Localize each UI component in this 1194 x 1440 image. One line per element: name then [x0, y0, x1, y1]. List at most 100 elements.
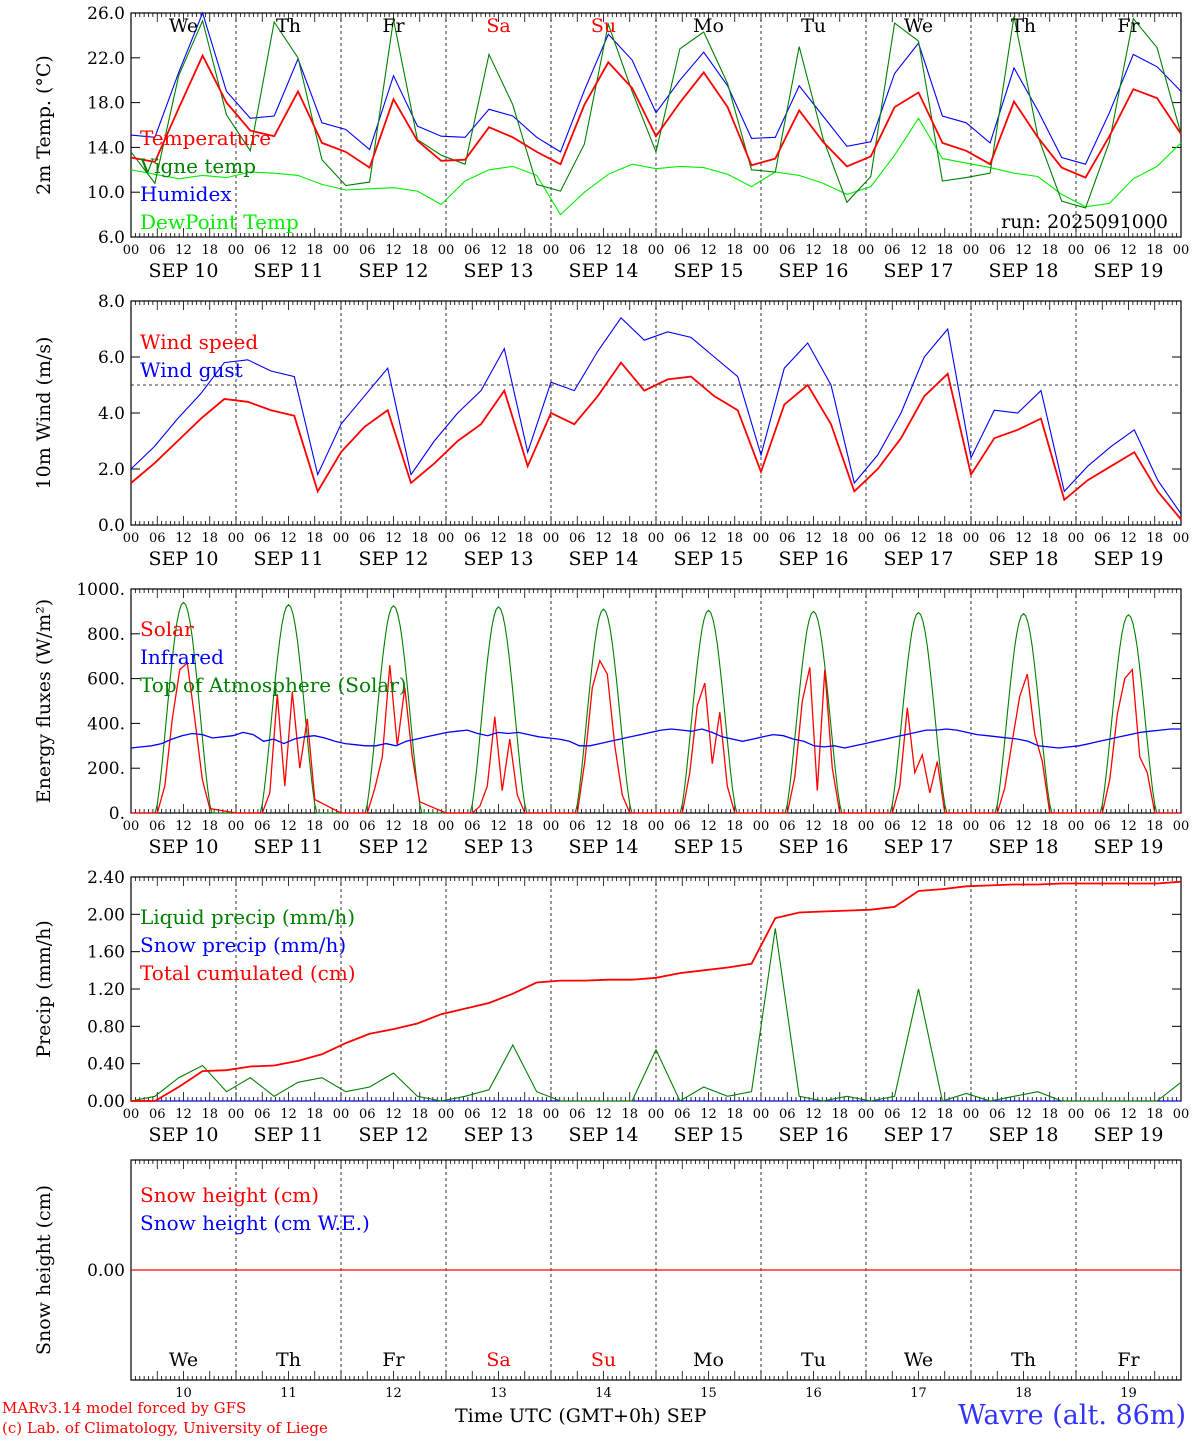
y-tick-label: 400. — [87, 714, 125, 734]
day-number: 17 — [910, 1386, 927, 1401]
hour-tick-label: 12 — [1120, 1107, 1137, 1122]
day-label: SEP 14 — [569, 260, 639, 282]
hour-tick-label: 12 — [385, 1107, 402, 1122]
hour-tick-label: 12 — [175, 819, 192, 834]
legend-entry: Snow precip (mm/h) — [140, 933, 346, 957]
day-number: 12 — [385, 1386, 402, 1401]
panel-2 — [130, 300, 1182, 526]
hour-tick-label: 18 — [411, 1107, 428, 1122]
hour-tick-label: 18 — [201, 819, 218, 834]
hour-tick-label: 12 — [595, 243, 612, 258]
hour-tick-label: 06 — [569, 1107, 586, 1122]
hour-tick-label: 18 — [1041, 243, 1058, 258]
hour-tick-label: 06 — [989, 243, 1006, 258]
hour-tick-label: 18 — [726, 243, 743, 258]
day-label: SEP 12 — [359, 548, 429, 570]
hour-tick-label: 18 — [621, 819, 638, 834]
legend-entry: Temperature — [140, 126, 271, 150]
hour-tick-label: 18 — [306, 531, 323, 546]
x-axis-title: Time UTC (GMT+0h) SEP — [455, 1405, 707, 1427]
y-tick-label: 2.40 — [87, 868, 125, 888]
day-label: SEP 16 — [779, 1124, 849, 1146]
hour-tick-label: 18 — [1146, 819, 1163, 834]
hour-tick-label: 06 — [569, 531, 586, 546]
y-axis-label: Snow height (cm) — [33, 1185, 55, 1355]
day-label: SEP 16 — [779, 548, 849, 570]
hour-tick-label: 06 — [779, 243, 796, 258]
hour-tick-label: 06 — [674, 531, 691, 546]
hour-tick-label: 18 — [1041, 531, 1058, 546]
y-tick-label: 26.0 — [87, 4, 125, 24]
day-label: SEP 15 — [674, 836, 744, 858]
weekday-label: Sa — [486, 15, 510, 37]
hour-tick-label: 00 — [333, 243, 350, 258]
hour-tick-label: 18 — [306, 1107, 323, 1122]
day-label: SEP 17 — [884, 836, 954, 858]
hour-tick-label: 06 — [149, 1107, 166, 1122]
series-wind-speed — [130, 361, 1182, 520]
hour-tick-label: 12 — [490, 531, 507, 546]
series-solar — [131, 659, 1181, 814]
hour-tick-label: 12 — [805, 531, 822, 546]
day-label: SEP 18 — [989, 548, 1059, 570]
legend-entry: Wind speed — [140, 330, 258, 354]
legend-entry: DewPoint Temp — [140, 210, 299, 234]
series-liquid-precip-mm-h — [130, 928, 1182, 1102]
weekday-label: Th — [1011, 15, 1036, 37]
hour-tick-label: 18 — [1041, 1107, 1058, 1122]
y-tick-label: 2.0 — [98, 460, 125, 480]
day-label: SEP 13 — [464, 1124, 534, 1146]
y-tick-label: 0.40 — [87, 1055, 125, 1075]
hour-tick-label: 00 — [1173, 531, 1190, 546]
day-label: SEP 19 — [1094, 836, 1164, 858]
hour-tick-label: 00 — [858, 1107, 875, 1122]
day-number: 10 — [175, 1386, 192, 1401]
hour-tick-label: 06 — [359, 531, 376, 546]
hour-tick-label: 00 — [1068, 243, 1085, 258]
y-axis-label: Energy fluxes (W/m²) — [33, 599, 55, 803]
day-number: 18 — [1015, 1386, 1032, 1401]
hour-tick-label: 12 — [595, 1107, 612, 1122]
y-tick-label: 0.00 — [87, 1092, 125, 1112]
hour-tick-label: 06 — [569, 819, 586, 834]
hour-tick-label: 06 — [254, 243, 271, 258]
day-label: SEP 17 — [884, 1124, 954, 1146]
series-total-cumulated-cm — [131, 880, 1182, 1102]
hour-tick-label: 06 — [674, 243, 691, 258]
hour-tick-label: 12 — [490, 243, 507, 258]
hour-tick-label: 12 — [280, 819, 297, 834]
hour-tick-label: 00 — [123, 531, 140, 546]
panel-3 — [130, 588, 1182, 814]
hour-tick-label: 18 — [306, 243, 323, 258]
hour-tick-label: 12 — [175, 1107, 192, 1122]
hour-tick-label: 06 — [779, 819, 796, 834]
hour-tick-label: 00 — [648, 819, 665, 834]
hour-tick-label: 12 — [910, 531, 927, 546]
hour-tick-label: 00 — [858, 243, 875, 258]
legend-entry: Vigne temp — [139, 154, 256, 178]
weekday-label: Th — [276, 1349, 301, 1371]
hour-tick-label: 00 — [123, 1107, 140, 1122]
hour-tick-label: 18 — [201, 531, 218, 546]
weekday-label: We — [904, 15, 933, 37]
hour-tick-label: 18 — [306, 819, 323, 834]
hour-tick-label: 12 — [175, 531, 192, 546]
series-dewpoint-temp — [130, 117, 1182, 216]
hour-tick-label: 06 — [254, 819, 271, 834]
day-label: SEP 11 — [254, 548, 324, 570]
legend-entry: Infrared — [140, 645, 224, 669]
y-tick-label: 0.00 — [87, 1261, 125, 1281]
hour-tick-label: 18 — [726, 819, 743, 834]
model-credit: MARv3.14 model forced by GFS — [2, 1399, 247, 1417]
hour-tick-label: 18 — [201, 243, 218, 258]
hour-tick-label: 06 — [464, 1107, 481, 1122]
hour-tick-label: 00 — [438, 243, 455, 258]
hour-tick-label: 06 — [989, 1107, 1006, 1122]
hour-tick-label: 12 — [1015, 243, 1032, 258]
day-label: SEP 19 — [1094, 548, 1164, 570]
hour-tick-label: 00 — [753, 531, 770, 546]
y-tick-label: 10.0 — [87, 183, 125, 203]
hour-tick-label: 06 — [674, 1107, 691, 1122]
hour-tick-label: 12 — [805, 1107, 822, 1122]
hour-tick-label: 06 — [779, 1107, 796, 1122]
